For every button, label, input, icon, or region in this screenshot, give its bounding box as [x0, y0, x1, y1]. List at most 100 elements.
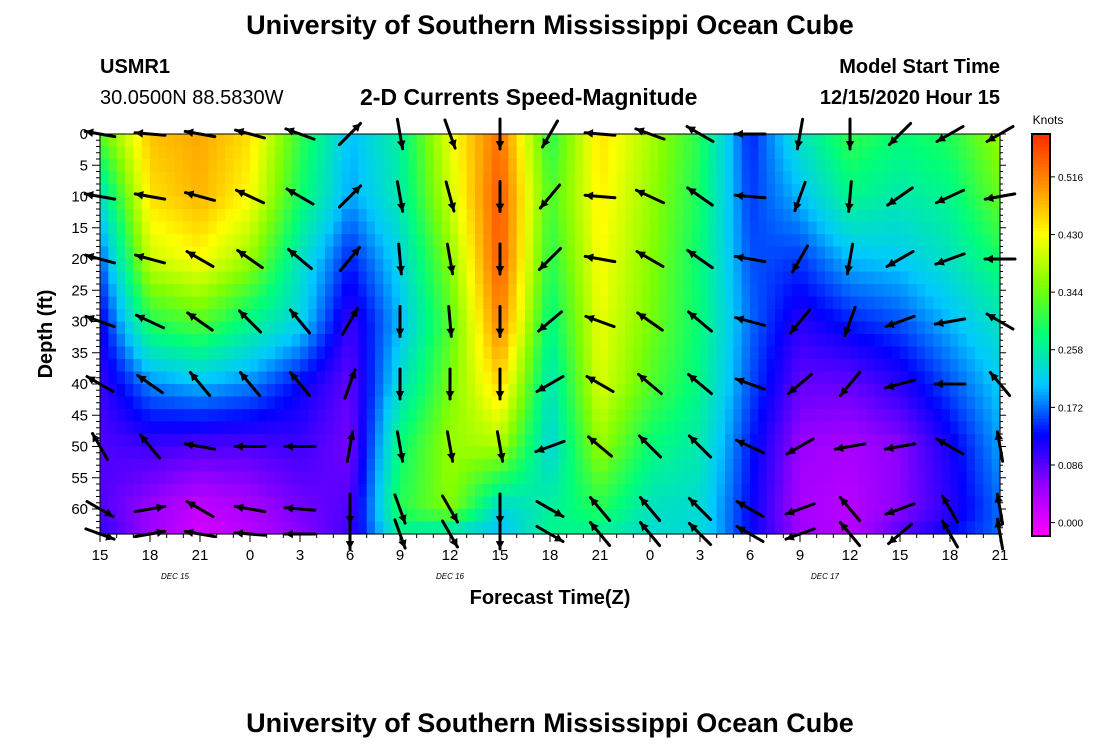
heatmap-cell: [525, 371, 534, 385]
heatmap-cell: [708, 296, 718, 310]
heatmap-cell: [408, 396, 418, 410]
current-arrow: [238, 371, 262, 397]
heatmap-cell: [816, 296, 826, 310]
heatmap-cell: [800, 434, 809, 448]
heatmap-cell: [816, 496, 826, 510]
current-arrow: [588, 496, 612, 522]
heatmap-cell: [183, 371, 193, 385]
heatmap-cell: [175, 384, 184, 398]
heatmap-cell: [316, 159, 326, 173]
heatmap-cell: [741, 421, 751, 435]
heatmap-cell: [841, 146, 851, 160]
heatmap-cell: [841, 446, 851, 460]
heatmap-cell: [366, 346, 376, 360]
x-tick-label: 15: [892, 547, 909, 564]
heatmap-cell: [341, 509, 351, 523]
arrow-head: [446, 328, 455, 337]
heatmap-cell: [433, 321, 443, 335]
heatmap-cell: [475, 321, 484, 335]
arrow-head: [885, 319, 895, 328]
arrow-head: [736, 439, 746, 448]
heatmap-cell: [383, 234, 393, 248]
heatmap-cell: [208, 159, 218, 173]
heatmap-cell: [233, 384, 243, 398]
heatmap-cell: [641, 246, 651, 260]
heatmap-cell: [816, 446, 826, 460]
heatmap-cell: [708, 246, 718, 260]
heatmap-cell: [908, 134, 918, 148]
heatmap-cell: [383, 459, 393, 473]
heatmap-cell: [800, 409, 809, 423]
heatmap-cell: [508, 321, 518, 335]
heatmap-cell: [675, 496, 684, 510]
heatmap-cell: [966, 459, 976, 473]
heatmap-cell: [150, 296, 159, 310]
heatmap-cell: [100, 184, 109, 198]
heatmap-cell: [833, 521, 843, 535]
heatmap-cell: [741, 146, 751, 160]
heatmap-cell: [358, 321, 368, 335]
heatmap-cell: [216, 284, 226, 298]
heatmap-cell: [600, 371, 609, 385]
heatmap-cell: [275, 359, 284, 373]
heatmap-cell: [141, 496, 151, 510]
heatmap-cell: [408, 521, 418, 535]
heatmap-cell: [900, 246, 909, 260]
colorbar-cell: [1032, 140, 1050, 145]
heatmap-cell: [450, 221, 459, 235]
heatmap-cell: [133, 271, 143, 285]
heatmap-cell: [850, 171, 859, 185]
heatmap-cell: [533, 396, 543, 410]
y-tick-label: 35: [71, 345, 88, 362]
heatmap-cell: [308, 459, 318, 473]
heatmap-cell: [625, 384, 634, 398]
heatmap-cell: [883, 446, 893, 460]
heatmap-cell: [291, 346, 301, 360]
heatmap-cell: [750, 496, 759, 510]
heatmap-cell: [416, 321, 426, 335]
arrow-head: [495, 203, 505, 212]
heatmap-cell: [350, 209, 359, 223]
heatmap-cell: [525, 484, 534, 498]
heatmap-cell: [941, 209, 951, 223]
heatmap-cell: [625, 409, 634, 423]
heatmap-cell: [108, 334, 118, 348]
heatmap-cell: [975, 309, 984, 323]
heatmap-cell: [408, 171, 418, 185]
heatmap-cell: [450, 321, 459, 335]
heatmap-cell: [325, 146, 334, 160]
heatmap-cell: [533, 309, 543, 323]
heatmap-cell: [775, 434, 784, 448]
heatmap-cell: [391, 234, 401, 248]
heatmap-cell: [975, 496, 984, 510]
heatmap-cell: [833, 371, 843, 385]
heatmap-cell: [891, 509, 901, 523]
heatmap-cell: [991, 259, 1001, 273]
heatmap-cell: [866, 271, 876, 285]
heatmap-cell: [933, 496, 943, 510]
heatmap-cell: [125, 346, 134, 360]
heatmap-cell: [491, 209, 501, 223]
heatmap-cell: [666, 159, 676, 173]
heatmap-cell: [566, 484, 576, 498]
heatmap-cell: [166, 246, 176, 260]
heatmap-cell: [800, 484, 809, 498]
heatmap-cell: [483, 484, 493, 498]
heatmap-cell: [500, 521, 509, 535]
heatmap-cell: [300, 259, 309, 273]
heatmap-cell: [683, 396, 693, 410]
heatmap-cell: [883, 384, 893, 398]
heatmap-cell: [366, 146, 376, 160]
arrow-head: [985, 254, 993, 264]
heatmap-cell: [283, 296, 293, 310]
heatmap-cell: [683, 409, 693, 423]
heatmap-cell: [683, 184, 693, 198]
current-arrow: [584, 314, 616, 329]
heatmap-cell: [650, 146, 659, 160]
heatmap-cell: [958, 296, 968, 310]
heatmap-cell: [816, 346, 826, 360]
heatmap-cell: [116, 146, 126, 160]
heatmap-cell: [983, 484, 993, 498]
heatmap-cell: [858, 521, 868, 535]
colorbar-cell: [1032, 418, 1050, 423]
